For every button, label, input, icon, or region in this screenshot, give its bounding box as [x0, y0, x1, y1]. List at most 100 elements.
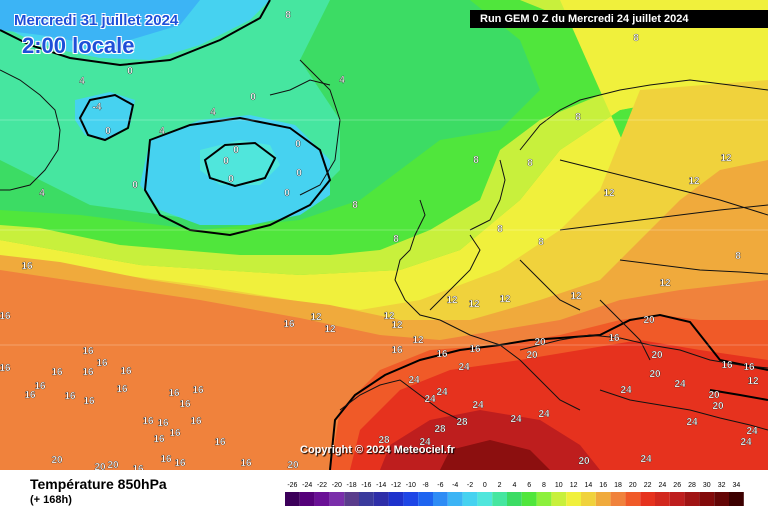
temperature-label: 20 — [107, 460, 119, 470]
temperature-label: 16 — [96, 358, 108, 369]
temperature-label: 16 — [21, 261, 33, 272]
temperature-label: 12 — [310, 312, 322, 323]
legend-tick: -8 — [422, 482, 428, 489]
temperature-label: 0 — [228, 174, 234, 185]
legend-tick: -10 — [406, 482, 416, 489]
temperature-label: 12 — [688, 176, 700, 187]
temperature-label: 24 — [674, 379, 686, 390]
temperature-label: 8 — [352, 200, 358, 211]
temperature-label: 0 — [296, 168, 302, 179]
temperature-label: 12 — [570, 291, 582, 302]
temperature-label: 0 — [233, 145, 239, 156]
temperature-label: 16 — [391, 345, 403, 356]
temperature-label: 20 — [712, 401, 724, 412]
temperature-label: 12 — [720, 153, 732, 164]
temperature-label: 16 — [34, 381, 46, 392]
temperature-label: 16 — [120, 366, 132, 377]
temperature-label: 16 — [160, 454, 172, 465]
temperature-label: 0 — [250, 92, 256, 103]
legend-tick: 4 — [512, 482, 516, 489]
legend-tick: 18 — [614, 482, 622, 489]
temperature-label: 4 — [79, 76, 85, 87]
legend-tick: -2 — [467, 482, 473, 489]
temperature-label: 8 — [473, 155, 479, 166]
isotherm-0-inner — [203, 141, 277, 188]
legend-swatch — [729, 492, 744, 506]
temperature-label: 24 — [436, 387, 448, 398]
temperature-label: 16 — [168, 388, 180, 399]
temperature-label: 24 — [419, 437, 431, 448]
parameter-title: Température 850hPa — [30, 476, 167, 492]
temperature-label: 24 — [746, 426, 758, 437]
temperature-label: 0 — [284, 188, 290, 199]
temperature-label: 16 — [743, 362, 755, 373]
temperature-label: 28 — [378, 435, 390, 446]
temperature-label: 0 — [223, 156, 229, 167]
temperature-label: 20 — [51, 455, 63, 466]
legend-swatch — [285, 492, 300, 506]
legend-tick: -14 — [376, 482, 386, 489]
temperature-label: -4 — [93, 102, 102, 113]
legend-tick: 14 — [585, 482, 593, 489]
temperature-label: 24 — [740, 437, 752, 448]
temperature-label: 24 — [686, 417, 698, 428]
run-info: Run GEM 0 Z du Mercredi 24 juillet 2024 — [470, 10, 768, 28]
legend-swatch — [359, 492, 374, 506]
legend-swatch — [492, 492, 507, 506]
legend-swatch — [595, 492, 611, 506]
temperature-label: 8 — [527, 158, 533, 169]
temperature-label: 16 — [192, 385, 204, 396]
temperature-label: 4 — [339, 75, 345, 86]
temperature-label: 24 — [472, 400, 484, 411]
coastlines — [0, 59, 768, 431]
temperature-label: 16 — [51, 367, 63, 378]
legend-tick: 28 — [688, 482, 696, 489]
legend-swatch — [640, 492, 655, 506]
temperature-label: 16 — [469, 344, 481, 355]
lead-time: (+ 168h) — [30, 494, 72, 506]
legend-swatch — [655, 492, 670, 506]
temperature-label: 16 — [24, 390, 36, 401]
cold-pool-west — [75, 92, 135, 140]
legend-tick: -20 — [332, 482, 342, 489]
temperature-label: 20 — [651, 350, 663, 361]
legend-swatch — [373, 492, 389, 506]
isotherm-20-east — [709, 389, 768, 401]
temperature-label: 16 — [82, 367, 94, 378]
legend-swatch — [477, 492, 493, 506]
temperature-label: 12 — [324, 324, 336, 335]
isotherm-0-west — [78, 93, 135, 142]
temperature-label: 4 — [210, 107, 216, 118]
temperature-label: 12 — [499, 294, 511, 305]
legend-swatch — [669, 492, 685, 506]
legend-swatch — [433, 492, 448, 506]
temperature-label: 8 — [735, 251, 741, 262]
temperature-label: 16 — [116, 384, 128, 395]
temperature-label: 16 — [214, 437, 226, 448]
legend-swatch — [462, 492, 478, 506]
legend-tick: -4 — [452, 482, 458, 489]
legend-swatch — [344, 492, 359, 506]
temperature-label: 16 — [436, 349, 448, 360]
legend-swatch — [299, 492, 315, 506]
temperature-label: 16 — [169, 428, 181, 439]
temperature-label: 8 — [538, 237, 544, 248]
temperature-label: 16 — [64, 391, 76, 402]
legend-swatch — [403, 492, 419, 506]
temperature-label: 4 — [159, 126, 165, 137]
temperature-label: 16 — [142, 416, 154, 427]
legend-swatch — [329, 492, 345, 506]
legend-swatch — [447, 492, 463, 506]
temperature-label: 8 — [633, 33, 639, 44]
legend-tick: 20 — [629, 482, 637, 489]
legend-tick: 30 — [703, 482, 711, 489]
temperature-label: 16 — [153, 434, 165, 445]
legend-tick: -24 — [302, 482, 312, 489]
legend-swatch — [536, 492, 552, 506]
cold-pool-central-inner — [200, 140, 280, 185]
isotherm-0-central — [143, 116, 332, 237]
temperature-label: 12 — [747, 376, 759, 387]
temperature-label: 24 — [510, 414, 522, 425]
temperature-label: 12 — [446, 295, 458, 306]
